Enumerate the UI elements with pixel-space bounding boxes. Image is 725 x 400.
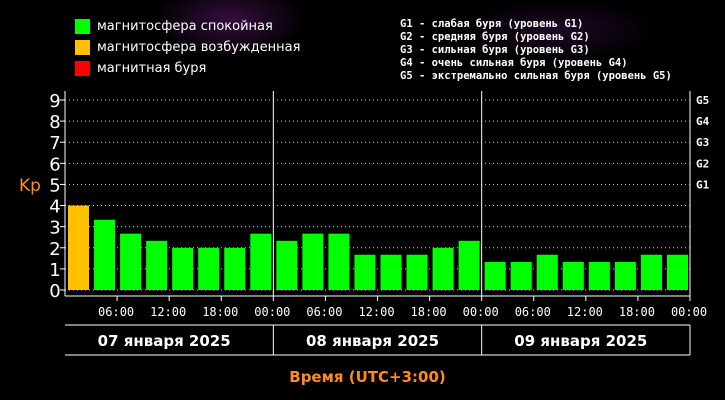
kp-bar: [380, 254, 402, 290]
time-tick-label: 18:00: [411, 305, 447, 319]
y-tick-label: 3: [49, 218, 60, 239]
kp-bar: [68, 205, 90, 290]
legend-swatch-storm: [75, 61, 90, 76]
storm-level-g5: G5 - экстремально сильная буря (уровень …: [400, 70, 672, 82]
kp-bar: [250, 233, 272, 290]
kp-bar: [302, 233, 324, 290]
kp-bar: [510, 261, 532, 290]
y-tick-label: 8: [49, 112, 60, 133]
kp-bar: [94, 219, 116, 290]
storm-level-list: G1 - слабая буря (уровень G1) G2 - средн…: [400, 18, 672, 83]
kp-bar: [406, 254, 428, 290]
storm-level-g4: G4 - очень сильная буря (уровень G4): [400, 57, 628, 69]
legend-label-storm: магнитная буря: [97, 61, 207, 76]
kp-bar: [588, 261, 610, 290]
time-tick-label: 00:00: [463, 305, 499, 319]
legend-label-active: магнитосфера возбужденная: [97, 40, 301, 55]
kp-bar: [328, 233, 350, 290]
time-tick-label: 18:00: [619, 305, 655, 319]
kp-bar: [484, 261, 506, 290]
legend-item-quiet: магнитосфера спокойная: [75, 16, 300, 37]
x-axis-label: Время (UTC+3:00): [289, 368, 445, 386]
time-tick-label: 18:00: [202, 305, 238, 319]
y-tick-label: 9: [49, 91, 60, 112]
time-tick-label: 00:00: [671, 305, 707, 319]
kp-bar: [614, 261, 636, 290]
time-tick-label: 06:00: [98, 305, 134, 319]
kp-bar: [120, 233, 142, 290]
legend-label-quiet: магнитосфера спокойная: [97, 19, 273, 34]
y-tick-label: 5: [49, 175, 60, 196]
g-level-label: G1: [696, 178, 710, 191]
time-tick-label: 12:00: [358, 305, 394, 319]
kp-bar: [198, 247, 220, 290]
y-axis-label: Kp: [19, 176, 41, 196]
kp-bar: [458, 240, 480, 290]
kp-bar: [562, 261, 584, 290]
time-tick-label: 06:00: [515, 305, 551, 319]
kp-bar: [432, 247, 454, 290]
kp-bar: [146, 240, 168, 290]
y-tick-label: 6: [49, 154, 60, 175]
legend-swatch-quiet: [75, 19, 90, 34]
day-label: 08 января 2025: [306, 332, 439, 350]
kp-bar: [640, 254, 662, 290]
legend-item-active: магнитосфера возбужденная: [75, 37, 300, 58]
kp-bar: [224, 247, 246, 290]
g-level-label: G5: [696, 94, 709, 107]
kp-bar: [172, 247, 194, 290]
legend-item-storm: магнитная буря: [75, 58, 300, 79]
kp-bar: [666, 254, 688, 290]
g-level-label: G4: [696, 115, 710, 128]
storm-level-g3: G3 - сильная буря (уровень G3): [400, 44, 590, 56]
y-tick-label: 4: [49, 197, 60, 218]
y-tick-label: 1: [49, 260, 60, 281]
time-tick-label: 06:00: [306, 305, 342, 319]
kp-bar: [536, 254, 558, 290]
kp-bar: [276, 240, 298, 290]
day-label: 09 января 2025: [514, 332, 647, 350]
legend-swatch-active: [75, 40, 90, 55]
time-tick-label: 00:00: [254, 305, 290, 319]
storm-level-g1: G1 - слабая буря (уровень G1): [400, 18, 584, 30]
y-tick-label: 0: [49, 281, 60, 302]
kp-bar: [354, 254, 376, 290]
time-tick-label: 12:00: [150, 305, 186, 319]
g-level-label: G3: [696, 136, 709, 149]
legend: магнитосфера спокойная магнитосфера возб…: [75, 16, 300, 79]
y-tick-label: 7: [49, 133, 60, 154]
storm-level-g2: G2 - средняя буря (уровень G2): [400, 31, 590, 43]
day-label: 07 января 2025: [98, 332, 231, 350]
time-tick-label: 12:00: [567, 305, 603, 319]
g-level-label: G2: [696, 157, 709, 170]
y-tick-label: 2: [49, 239, 60, 260]
